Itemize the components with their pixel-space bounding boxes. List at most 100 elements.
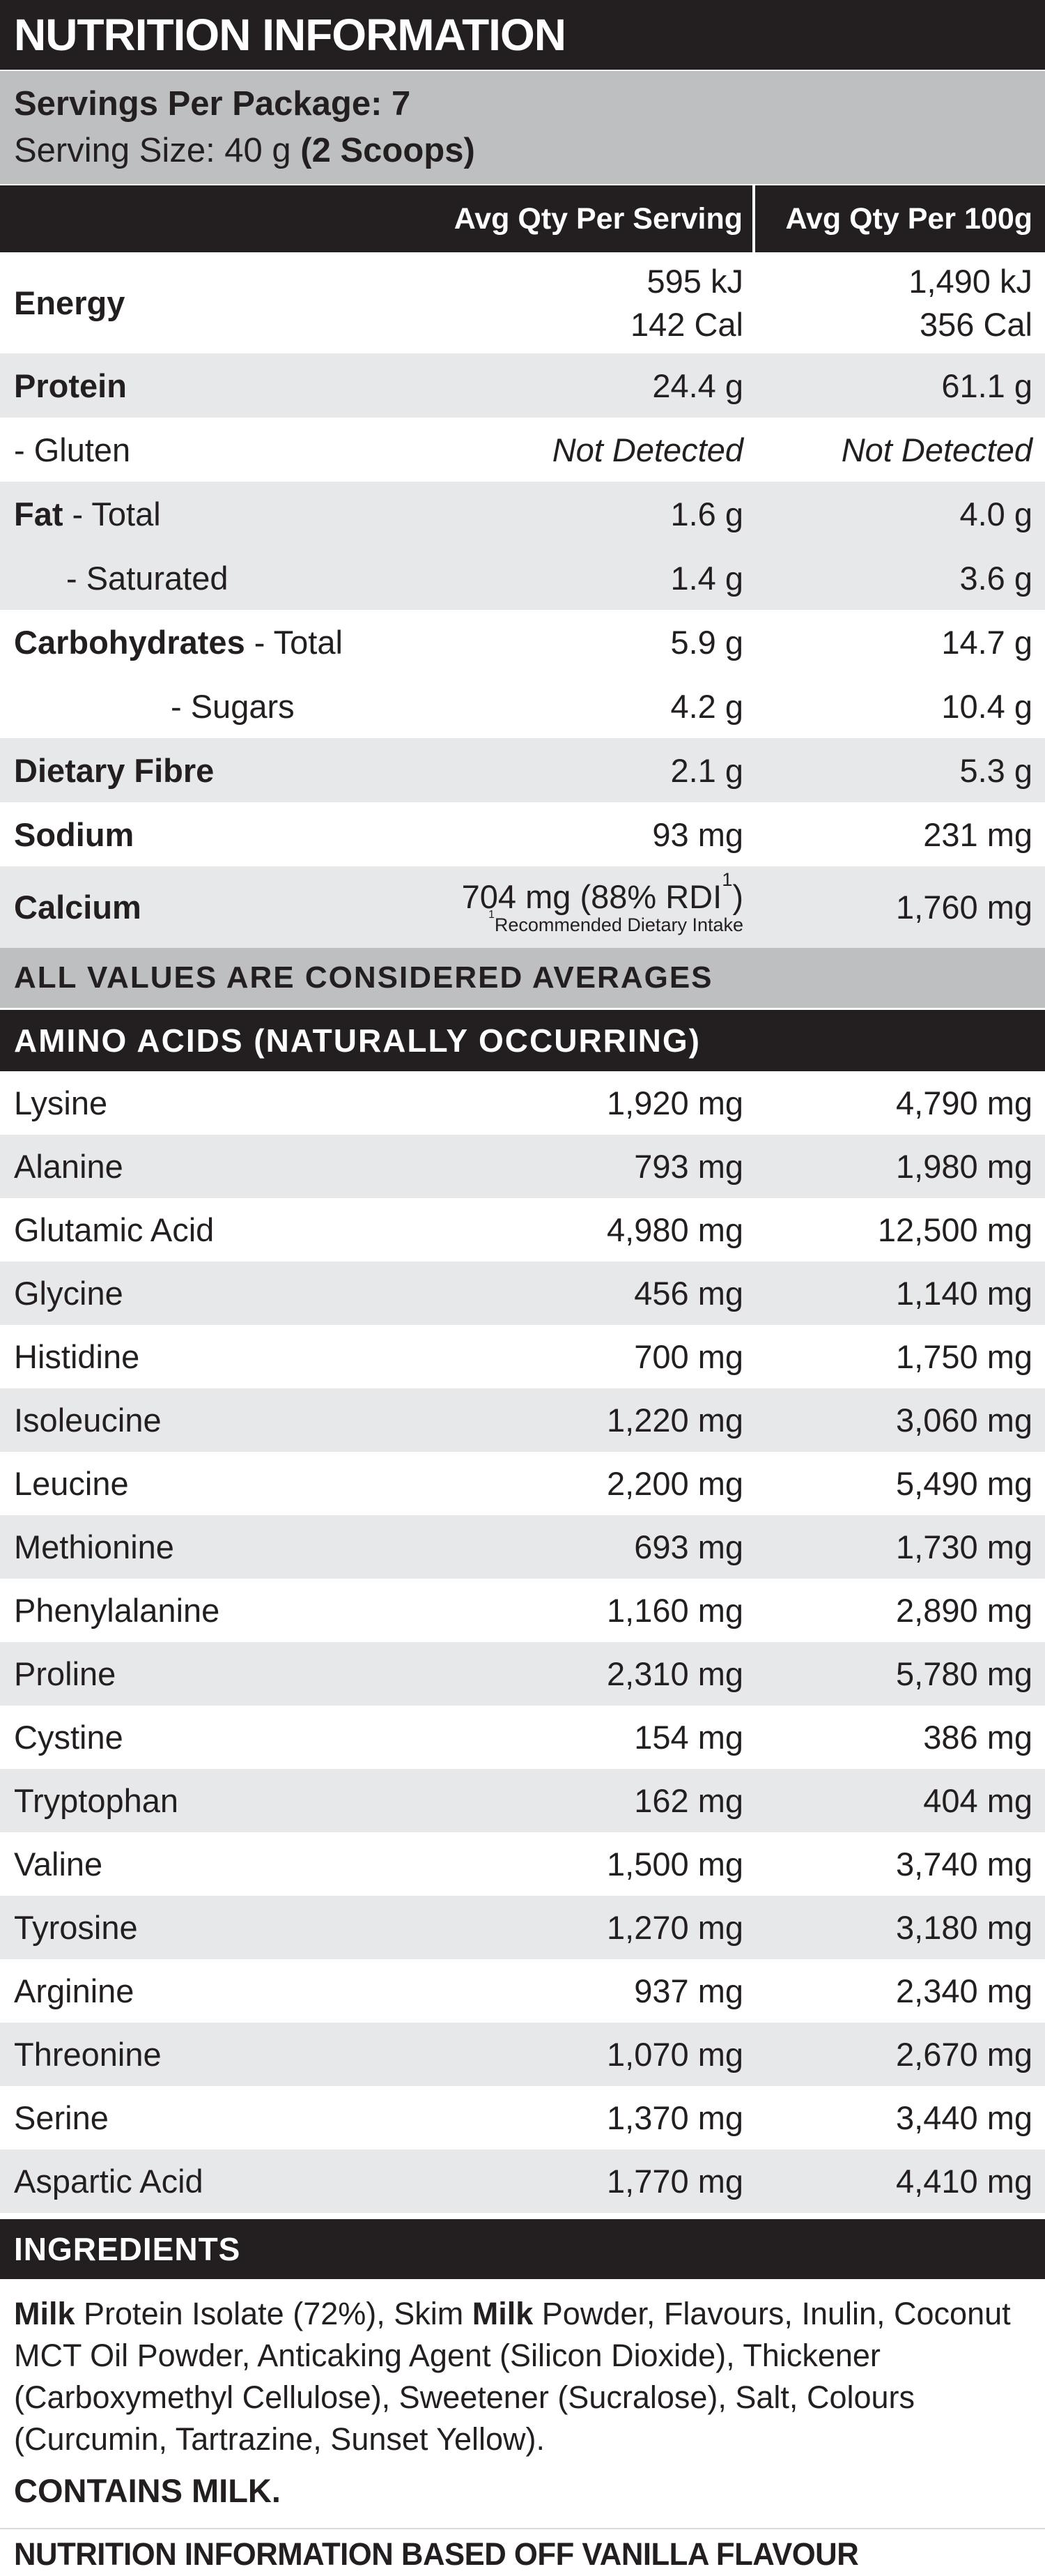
value-per-100g: 12,500 mg xyxy=(877,1211,1032,1248)
row-label: - Saturated xyxy=(66,559,229,597)
value-per-serving: 704 mg (88% RDI1) 1Recommended Dietary I… xyxy=(376,870,743,935)
value-per-100g: 404 mg xyxy=(923,1782,1032,1819)
row-fat-saturated: - Saturated 1.4 g 3.6 g xyxy=(0,546,1045,610)
ingredients-header-band: INGREDIENTS xyxy=(0,2219,1045,2279)
amino-row: Methionine 693 mg 1,730 mg xyxy=(0,1515,1045,1579)
amino-row: Valine 1,500 mg 3,740 mg xyxy=(0,1832,1045,1896)
value-per-100g: 1,140 mg xyxy=(896,1275,1032,1312)
value-per-100g: 4.0 g xyxy=(959,495,1032,532)
serving-size-label: Serving Size: 40 g xyxy=(14,132,301,169)
row-dietary-fibre: Dietary Fibre 2.1 g 5.3 g xyxy=(0,738,1045,802)
amino-name: Lysine xyxy=(14,1084,108,1121)
row-gluten: - Gluten Not Detected Not Detected xyxy=(0,417,1045,482)
value-per-serving: 937 mg xyxy=(634,1972,743,2009)
value-per-serving: 1,920 mg xyxy=(607,1084,743,1121)
amino-row: Arginine 937 mg 2,340 mg xyxy=(0,1959,1045,2023)
amino-acids-table: Lysine 1,920 mg 4,790 mg Alanine 793 mg … xyxy=(0,1071,1045,2213)
page-title: NUTRITION INFORMATION xyxy=(14,10,566,60)
value-per-serving: 595 kJ 142 Cal xyxy=(630,262,743,343)
value-per-100g: 1,760 mg xyxy=(896,889,1032,926)
column-header-per-100g: Avg Qty Per 100g xyxy=(755,185,1045,252)
column-header-per-serving: Avg Qty Per Serving xyxy=(0,185,752,252)
value-per-100g: 3,060 mg xyxy=(896,1402,1032,1439)
value-per-100g: Not Detected xyxy=(841,431,1032,468)
amino-row: Lysine 1,920 mg 4,790 mg xyxy=(0,1071,1045,1135)
value-per-100g: 2,670 mg xyxy=(896,2036,1032,2073)
footer-note: NUTRITION INFORMATION BASED OFF VANILLA … xyxy=(14,2536,859,2572)
value-per-serving: 4,980 mg xyxy=(607,1211,743,1248)
row-sodium: Sodium 93 mg 231 mg xyxy=(0,802,1045,866)
value-per-serving: 793 mg xyxy=(634,1148,743,1185)
value-per-100g: 2,340 mg xyxy=(896,1972,1032,2009)
value-per-100g: 1,750 mg xyxy=(896,1338,1032,1375)
amino-row: Tryptophan 162 mg 404 mg xyxy=(0,1769,1045,1832)
value-per-100g: 10.4 g xyxy=(941,687,1032,725)
serving-size: Serving Size: 40 g (2 Scoops) xyxy=(14,128,1045,174)
value-per-serving: 1,270 mg xyxy=(607,1909,743,1946)
value-per-serving: 2.1 g xyxy=(670,751,743,789)
value-per-serving: 154 mg xyxy=(634,1719,743,1756)
amino-name: Leucine xyxy=(14,1465,129,1502)
amino-row: Cystine 154 mg 386 mg xyxy=(0,1705,1045,1769)
amino-row: Alanine 793 mg 1,980 mg xyxy=(0,1135,1045,1198)
value-per-serving: 2,200 mg xyxy=(607,1465,743,1502)
value-per-serving: 162 mg xyxy=(634,1782,743,1819)
title-bar: NUTRITION INFORMATION xyxy=(0,0,1045,70)
column-divider xyxy=(752,185,755,252)
value-per-serving: 93 mg xyxy=(652,815,743,853)
value-per-serving: 4.2 g xyxy=(670,687,743,725)
amino-name: Alanine xyxy=(14,1148,123,1185)
amino-name: Glutamic Acid xyxy=(14,1211,215,1248)
value-per-100g: 386 mg xyxy=(923,1719,1032,1756)
amino-name: Isoleucine xyxy=(14,1402,162,1439)
value-per-serving: 693 mg xyxy=(634,1528,743,1565)
amino-row: Histidine 700 mg 1,750 mg xyxy=(0,1325,1045,1388)
footer-note-section: NUTRITION INFORMATION BASED OFF VANILLA … xyxy=(0,2528,1045,2573)
amino-name: Tyrosine xyxy=(14,1909,138,1946)
amino-row: Glutamic Acid 4,980 mg 12,500 mg xyxy=(0,1198,1045,1262)
value-per-serving: 456 mg xyxy=(634,1275,743,1312)
value-per-100g: 231 mg xyxy=(923,815,1032,853)
amino-name: Cystine xyxy=(14,1719,123,1756)
value-per-serving: 24.4 g xyxy=(652,367,743,404)
value-per-100g: 14.7 g xyxy=(941,623,1032,661)
value-per-serving: 1,370 mg xyxy=(607,2099,743,2136)
row-energy: Energy 595 kJ 142 Cal 1,490 kJ 356 Cal xyxy=(0,252,1045,353)
amino-row: Leucine 2,200 mg 5,490 mg xyxy=(0,1452,1045,1515)
value-per-100g: 5.3 g xyxy=(959,751,1032,789)
amino-row: Threonine 1,070 mg 2,670 mg xyxy=(0,2023,1045,2086)
amino-name: Aspartic Acid xyxy=(14,2163,203,2200)
value-per-100g: 3,180 mg xyxy=(896,1909,1032,1946)
value-per-serving: 1,160 mg xyxy=(607,1592,743,1629)
value-per-serving: 5.9 g xyxy=(670,623,743,661)
value-per-serving: 700 mg xyxy=(634,1338,743,1375)
value-per-serving: 1.4 g xyxy=(670,559,743,597)
amino-row: Serine 1,370 mg 3,440 mg xyxy=(0,2086,1045,2149)
value-per-100g: 61.1 g xyxy=(941,367,1032,404)
contains-statement: CONTAINS MILK. xyxy=(14,2472,281,2509)
amino-row: Glycine 456 mg 1,140 mg xyxy=(0,1262,1045,1325)
value-per-serving: 1,070 mg xyxy=(607,2036,743,2073)
amino-name: Threonine xyxy=(14,2036,162,2073)
value-per-100g: 3,740 mg xyxy=(896,1846,1032,1883)
servings-band: Servings Per Package: 7 Serving Size: 40… xyxy=(0,71,1045,184)
value-per-serving: 1.6 g xyxy=(670,495,743,532)
value-per-100g: 1,490 kJ 356 Cal xyxy=(908,262,1032,343)
value-per-serving: 2,310 mg xyxy=(607,1655,743,1692)
row-sugars: - Sugars 4.2 g 10.4 g xyxy=(0,674,1045,738)
row-label: Sodium xyxy=(14,815,134,853)
amino-row: Proline 2,310 mg 5,780 mg xyxy=(0,1642,1045,1705)
averages-note-band: ALL VALUES ARE CONSIDERED AVERAGES xyxy=(0,948,1045,1008)
value-per-100g: 3,440 mg xyxy=(896,2099,1032,2136)
value-per-100g: 4,790 mg xyxy=(896,1084,1032,1121)
amino-name: Arginine xyxy=(14,1972,134,2009)
row-carbohydrates-total: Carbohydrates - Total 5.9 g 14.7 g xyxy=(0,610,1045,674)
value-per-100g: 2,890 mg xyxy=(896,1592,1032,1629)
value-per-100g: 5,780 mg xyxy=(896,1655,1032,1692)
rdi-footnote-marker: 1 xyxy=(722,868,733,890)
amino-name: Valine xyxy=(14,1846,103,1883)
servings-per-package: Servings Per Package: 7 xyxy=(14,85,411,123)
value-per-serving: 1,220 mg xyxy=(607,1402,743,1439)
value-per-serving: 1,500 mg xyxy=(607,1846,743,1883)
